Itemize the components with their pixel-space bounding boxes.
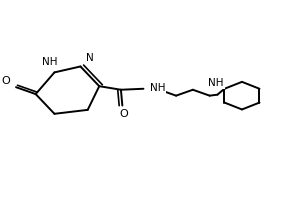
Text: O: O <box>2 76 10 86</box>
Text: O: O <box>119 109 128 119</box>
Text: NH: NH <box>150 83 165 93</box>
Text: NH: NH <box>41 57 57 67</box>
Text: NH: NH <box>208 78 224 88</box>
Text: N: N <box>86 53 94 63</box>
